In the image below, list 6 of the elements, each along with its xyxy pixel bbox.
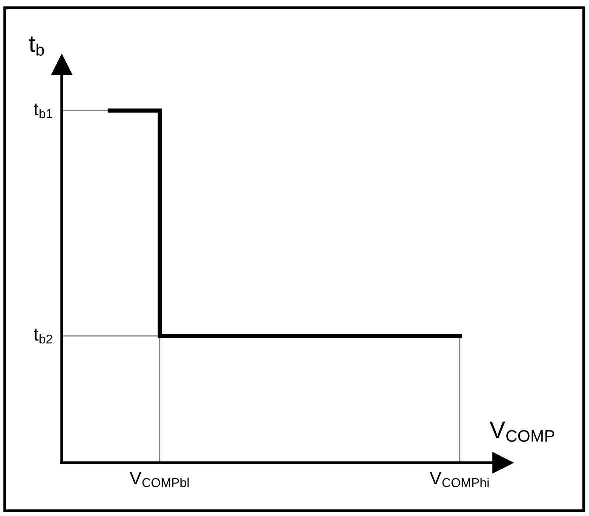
ref-line-label: t$_{b2}$ <box>34 329 52 344</box>
x-tick-label: V$_{COMPbl}$ <box>130 472 189 488</box>
y-axis-title: t$_{b}$ <box>29 36 44 56</box>
x-tick-label: V$_{COMPhi}$ <box>430 472 489 488</box>
x-axis-title: V$_{COMP}$ <box>490 422 554 442</box>
ref-line-label: t$_{b1}$ <box>34 104 52 118</box>
